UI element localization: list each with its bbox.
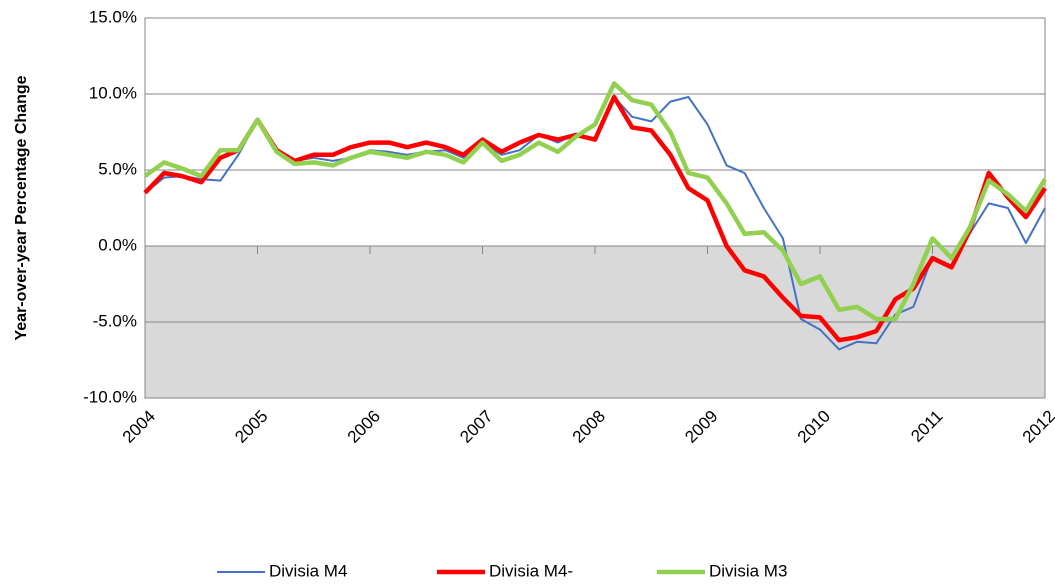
series-line <box>143 94 1047 343</box>
legend-label: Divisia M3 <box>709 561 787 580</box>
x-tick-label: 2012 <box>1019 407 1055 447</box>
y-tick-label: -10.0% <box>83 387 137 406</box>
series-line <box>143 81 1047 322</box>
x-tick-label: 2009 <box>681 407 721 447</box>
y-tick-label: -5.0% <box>93 311 137 330</box>
x-tick-label: 2005 <box>231 407 271 447</box>
y-tick-label: 0.0% <box>98 235 137 254</box>
x-tick-label: 2010 <box>794 407 834 447</box>
x-tick-label: 2006 <box>344 407 384 447</box>
legend-label: Divisia M4- <box>489 561 573 580</box>
y-axis-title: Year-over-year Percentage Change <box>13 75 30 340</box>
x-tick-label: 2004 <box>119 407 159 447</box>
y-tick-label: 10.0% <box>89 83 137 102</box>
x-tick-label: 2011 <box>907 407 946 446</box>
y-tick-label: 5.0% <box>98 159 137 178</box>
x-tick-label: 2007 <box>456 407 496 447</box>
legend-label: Divisia M4 <box>269 561 347 580</box>
x-tick-label: 2008 <box>569 407 609 447</box>
y-tick-label: 15.0% <box>89 7 137 26</box>
